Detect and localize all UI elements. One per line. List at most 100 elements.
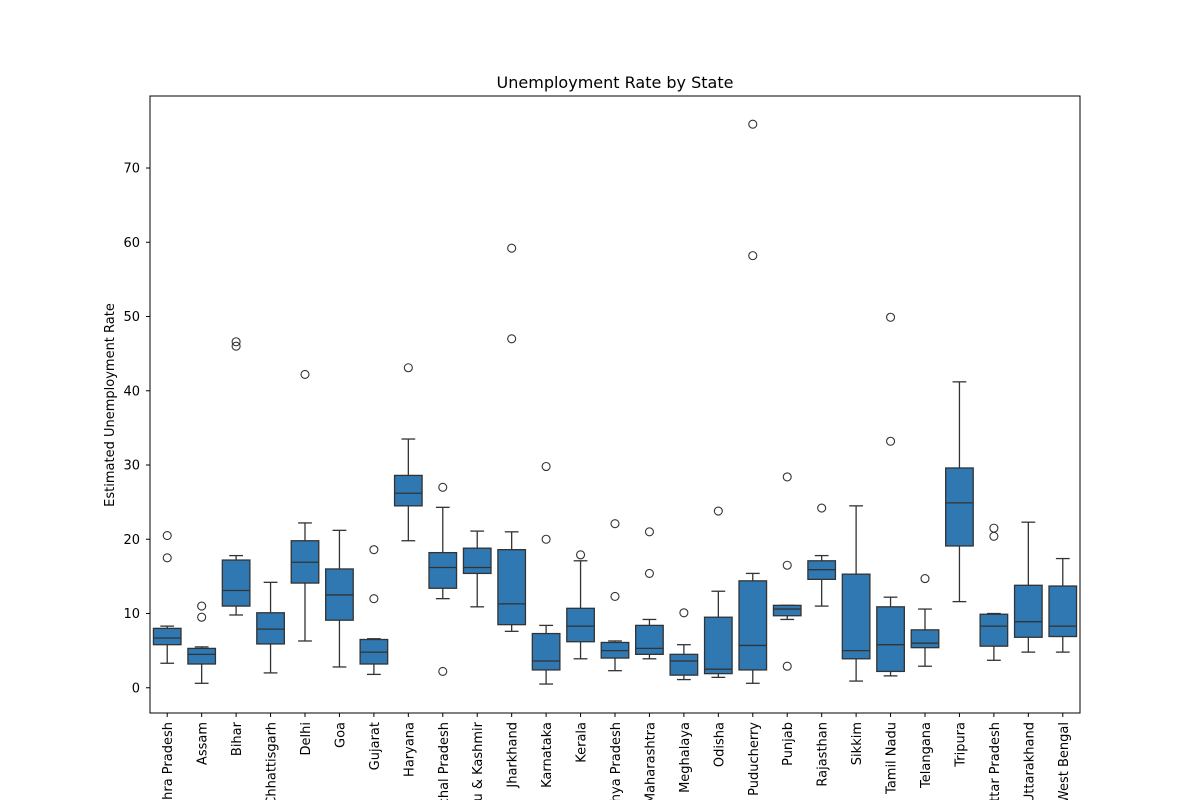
- boxes-layer: [152, 119, 1078, 685]
- iqr-box: [945, 467, 974, 547]
- box-4: [290, 369, 320, 642]
- outlier-point: [231, 337, 241, 347]
- x-tick-label: West Bengal: [1057, 722, 1072, 800]
- x-tick-label: Andhra Pradesh: [161, 722, 176, 800]
- box-15: [669, 608, 699, 681]
- iqr-box: [393, 474, 423, 507]
- box-21: [876, 312, 905, 677]
- x-tick-label: Sikkim: [850, 722, 865, 765]
- iqr-box: [703, 616, 733, 675]
- iqr-box: [221, 559, 251, 607]
- outlier-point: [541, 461, 551, 472]
- x-tick-label: Jharkhand: [506, 722, 521, 789]
- outlier-point: [989, 531, 999, 541]
- iqr-box: [635, 624, 664, 655]
- outlier-point: [644, 527, 654, 537]
- y-tick-label: 40: [123, 384, 140, 399]
- outlier-point: [748, 119, 758, 129]
- iqr-box: [669, 653, 699, 676]
- iqr-box: [1013, 584, 1043, 638]
- box-18: [772, 472, 802, 671]
- box-24: [979, 523, 1009, 661]
- outlier-point: [782, 472, 792, 482]
- outlier-point: [610, 591, 620, 601]
- outlier-point: [403, 363, 413, 373]
- box-22: [910, 574, 940, 667]
- outlier-point: [162, 530, 172, 541]
- x-tick-label: Madhya Pradesh: [609, 722, 624, 800]
- box-25: [1013, 521, 1043, 653]
- iqr-box: [497, 549, 527, 626]
- iqr-box: [1048, 585, 1078, 638]
- outlier-point: [782, 661, 792, 671]
- box-3: [256, 581, 285, 674]
- iqr-box: [462, 547, 492, 575]
- x-tick-label: Himachal Pradesh: [437, 722, 452, 800]
- x-tick-label: Jammu & Kashmir: [471, 721, 486, 800]
- x-tick-label: Assam: [196, 722, 211, 765]
- y-tick-label: 10: [123, 607, 140, 622]
- x-tick-label: Tamil Nadu: [885, 722, 900, 795]
- x-tick-label: Delhi: [299, 722, 314, 755]
- iqr-box: [152, 627, 182, 646]
- iqr-box: [531, 632, 561, 671]
- y-tick-label: 0: [132, 681, 140, 696]
- x-tick-label: Karnataka: [540, 722, 555, 788]
- outlier-point: [369, 545, 379, 555]
- outlier-point: [886, 436, 896, 446]
- y-tick-label: 20: [123, 533, 140, 548]
- x-tick-label: Puducherry: [747, 722, 762, 796]
- outlier-point: [748, 251, 758, 261]
- x-tick-label: Rajasthan: [816, 722, 831, 787]
- iqr-box: [187, 647, 217, 665]
- outlier-point: [886, 312, 896, 322]
- box-16: [703, 506, 733, 679]
- outlier-point: [507, 334, 517, 344]
- box-26: [1048, 557, 1078, 653]
- iqr-box: [876, 606, 905, 673]
- outlier-point: [782, 560, 792, 570]
- iqr-box: [566, 607, 595, 643]
- x-tick-label: Uttar Pradesh: [988, 722, 1003, 800]
- outlier-point: [576, 550, 586, 560]
- x-tick-label: Odisha: [712, 722, 727, 767]
- box-11: [531, 461, 561, 685]
- x-axis: Andhra Pradesh Assam Bihar Chhattisgarh Delh…: [161, 713, 1072, 800]
- y-axis-label: Estimated Unemployment Rate: [103, 303, 118, 507]
- x-tick-label: Bihar: [230, 721, 245, 756]
- box-1: [187, 601, 217, 684]
- box-5: [325, 529, 354, 668]
- plot-frame: [149, 95, 1081, 714]
- outlier-point: [989, 523, 999, 533]
- x-tick-label: Tripura: [953, 722, 968, 768]
- box-7: [393, 363, 423, 542]
- iqr-box: [841, 573, 871, 660]
- x-tick-label: Punjab: [781, 722, 796, 766]
- outlier-point: [197, 601, 207, 611]
- outlier-point: [817, 503, 827, 513]
- outlier-point: [231, 341, 241, 351]
- iqr-box: [738, 580, 768, 671]
- box-14: [635, 527, 664, 660]
- box-20: [841, 505, 871, 682]
- box-2: [221, 337, 251, 616]
- x-tick-label: Uttarakhand: [1022, 722, 1037, 800]
- outlier-point: [438, 482, 448, 492]
- iqr-box: [428, 551, 458, 589]
- x-tick-label: Gujarat: [368, 722, 383, 770]
- outlier-point: [541, 534, 551, 544]
- y-tick-label: 30: [123, 459, 140, 474]
- box-9: [462, 530, 492, 608]
- x-tick-label: Chhattisgarh: [265, 722, 280, 800]
- box-0: [152, 530, 182, 664]
- box-17: [738, 119, 768, 684]
- outlier-point: [713, 506, 723, 516]
- box-13: [600, 519, 630, 672]
- x-tick-label: Meghalaya: [678, 722, 693, 793]
- box-23: [945, 381, 974, 603]
- box-19: [807, 503, 837, 607]
- y-axis: 0 10 20 30 40 50 60 70: [123, 162, 150, 696]
- outlier-point: [438, 666, 448, 676]
- x-tick-label: Telangana: [919, 722, 934, 789]
